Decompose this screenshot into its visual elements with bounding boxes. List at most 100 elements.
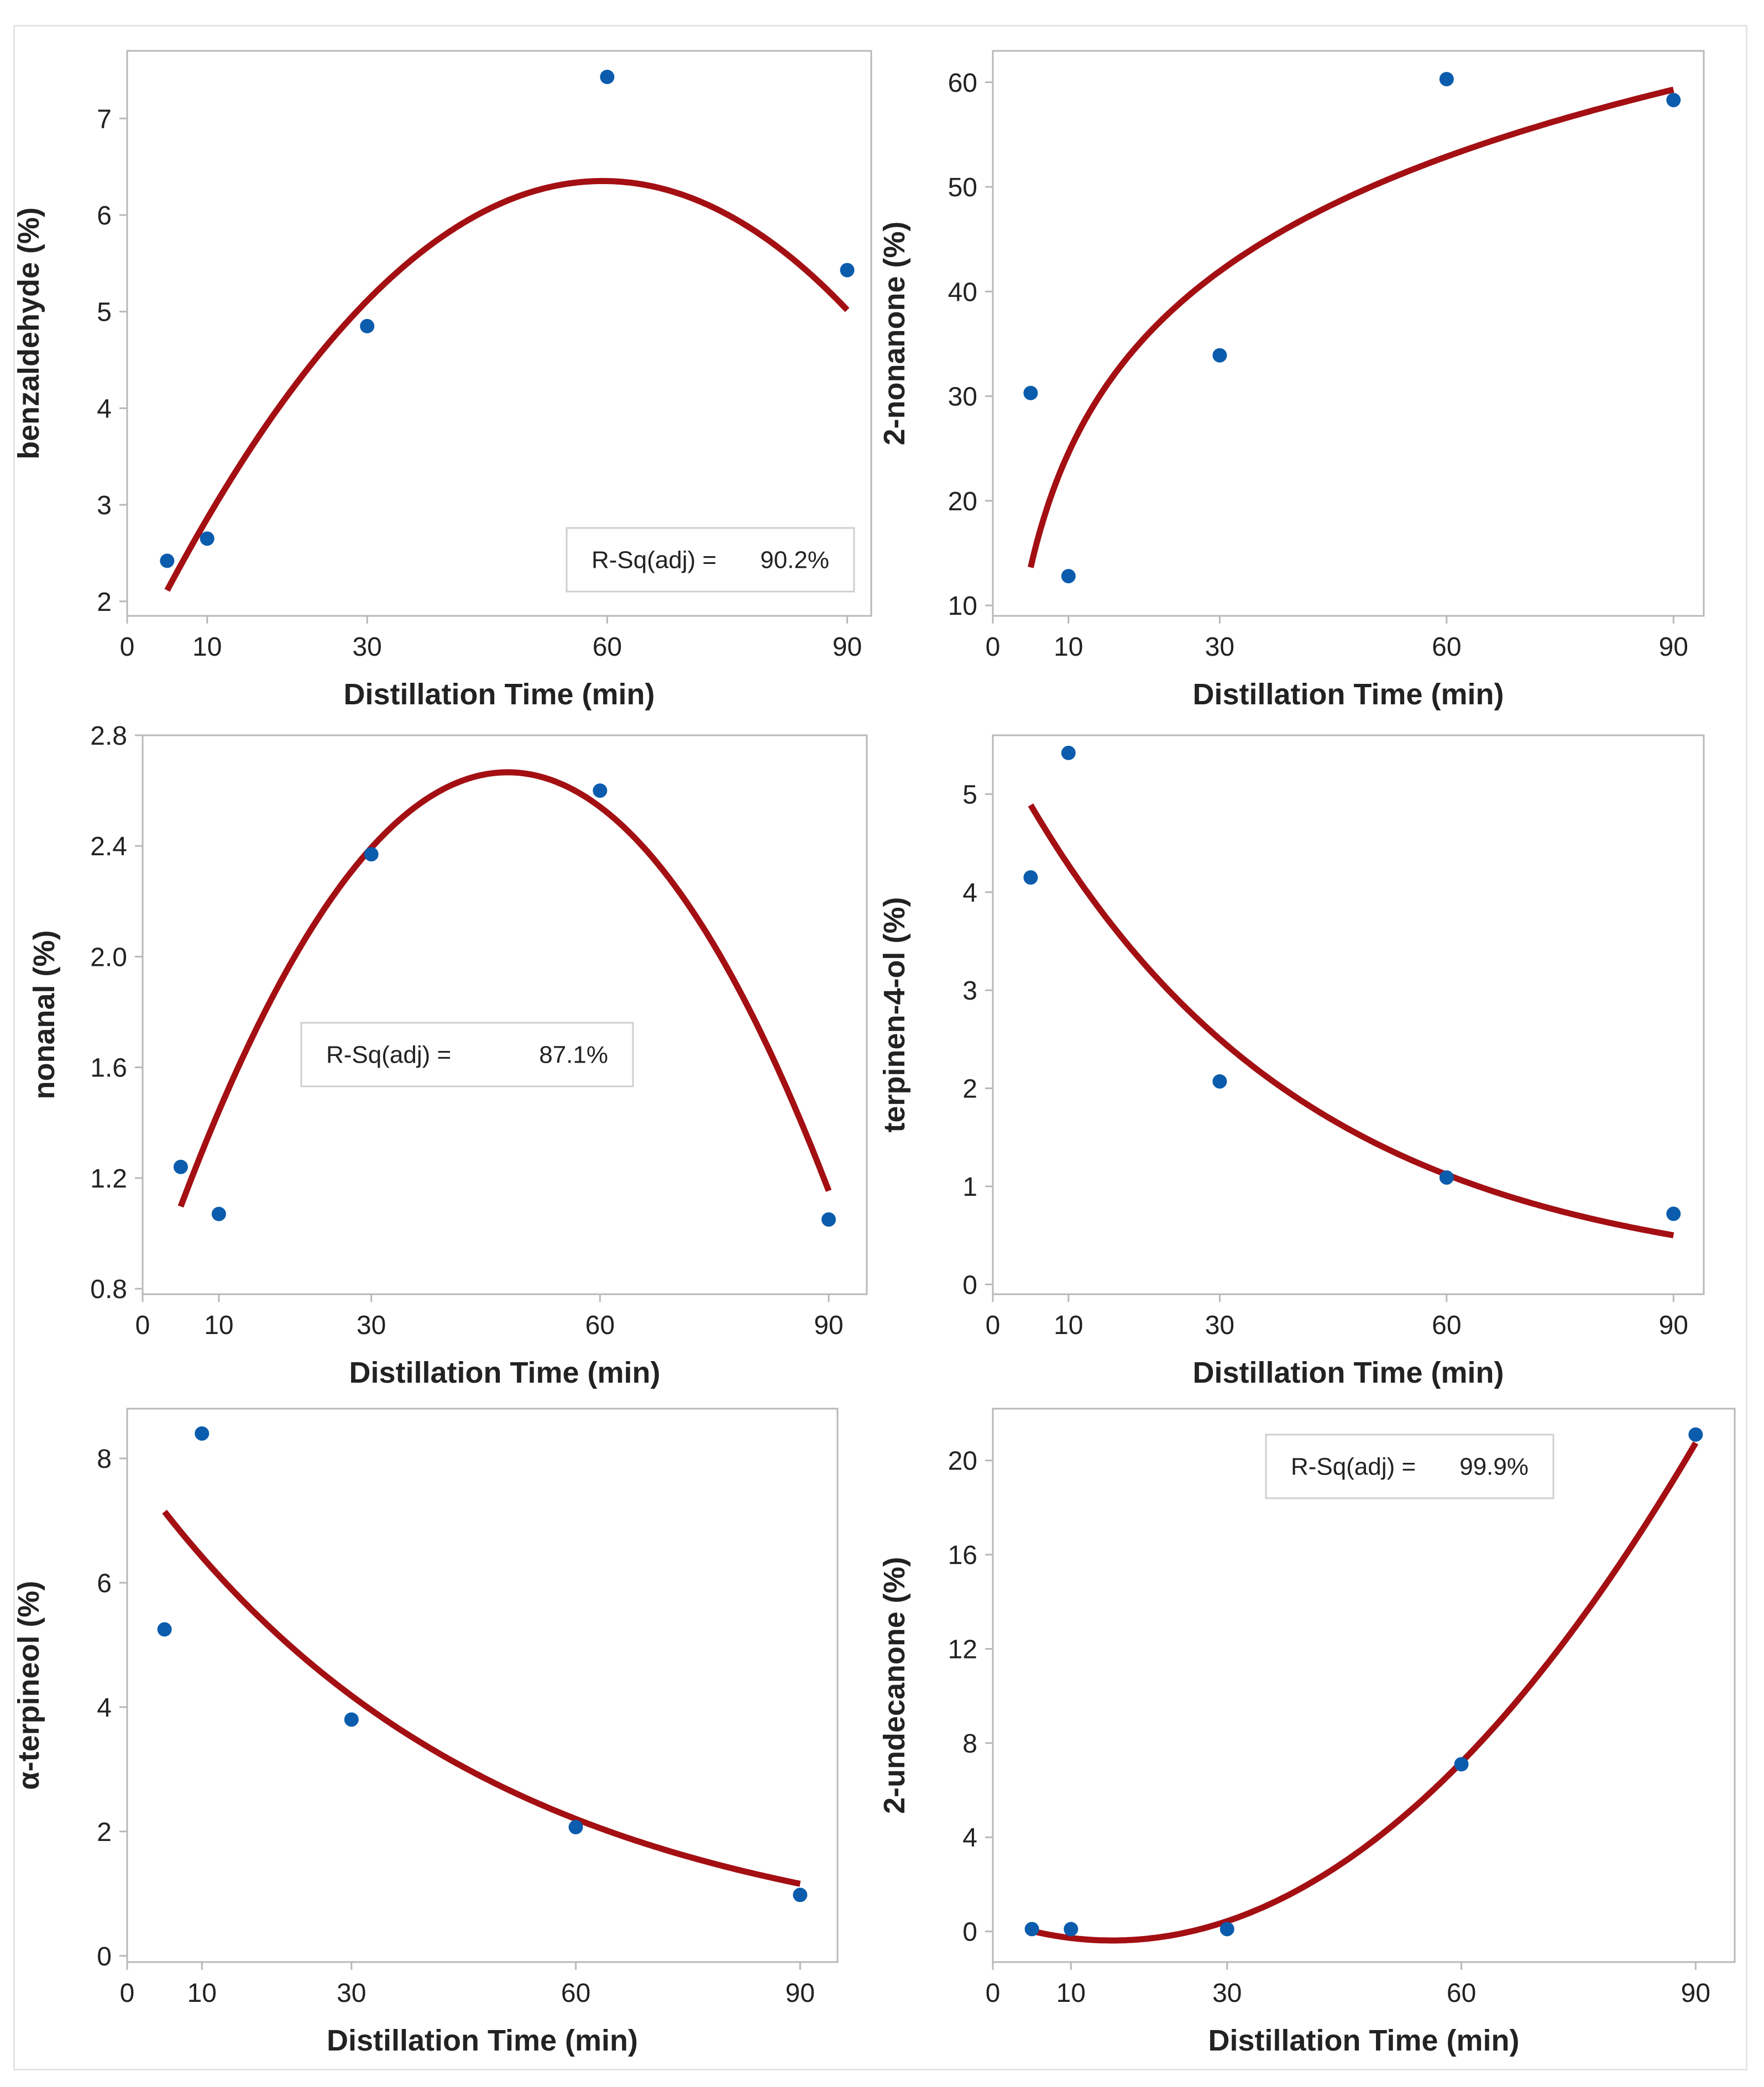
y-tick-label: 10	[948, 592, 977, 621]
y-tick-label: 0	[962, 1918, 977, 1947]
y-tick-label: 1	[962, 1173, 977, 1202]
data-point	[1212, 1074, 1227, 1089]
x-tick-label: 30	[357, 1311, 386, 1340]
rsq-label: R-Sq(adj) =	[1291, 1453, 1416, 1481]
x-axis-title: Distillation Time (min)	[349, 1356, 660, 1389]
fit-line	[1028, 86, 1674, 568]
x-tick-label: 0	[120, 1979, 135, 2008]
x-tick-label: 30	[1212, 1979, 1242, 2008]
y-tick-label: 1.2	[90, 1164, 127, 1194]
plot-area	[126, 1408, 839, 1963]
data-point	[1212, 348, 1227, 363]
x-tick-label: 60	[585, 1311, 615, 1340]
data-point	[344, 1712, 359, 1727]
rsq-label: R-Sq(adj) =	[326, 1042, 451, 1069]
plot-area	[992, 50, 1705, 617]
rsq-box	[566, 527, 855, 593]
x-tick-label: 90	[1681, 1979, 1710, 2008]
data-point	[1219, 1922, 1234, 1937]
data-point	[1024, 1922, 1039, 1937]
y-tick-label: 2.4	[90, 832, 127, 861]
fit-line	[1031, 1441, 1699, 1944]
y-tick-label: 8	[962, 1729, 977, 1759]
plot-area	[126, 50, 872, 617]
chart-panel-2: 0 10 30 60 90 10 20 30 40 50 60 Distillation Time (…	[878, 50, 1705, 711]
fit-line	[177, 769, 832, 1208]
y-tick-label: 50	[948, 173, 977, 202]
data-point	[195, 1426, 210, 1441]
figure-frame	[13, 25, 1747, 2070]
y-tick-label: 1.6	[90, 1054, 127, 1083]
data-point	[600, 70, 615, 85]
fit-line	[164, 177, 850, 592]
x-tick-label: 0	[986, 1979, 1001, 2008]
x-tick-label: 30	[352, 632, 381, 662]
y-tick-label: 3	[97, 491, 112, 520]
x-axis-title: Distillation Time (min)	[327, 2024, 638, 2057]
x-tick-label: 60	[1432, 1311, 1461, 1340]
y-tick-label: 2	[962, 1075, 977, 1104]
y-axis-title: 2-nonanone (%)	[878, 222, 911, 446]
data-point	[1439, 1170, 1454, 1185]
data-point	[1061, 569, 1076, 584]
y-tick-label: 4	[962, 878, 977, 908]
y-tick-label: 2.8	[90, 721, 127, 751]
y-axis-title: nonanal (%)	[28, 930, 61, 1100]
y-tick-label: 4	[97, 394, 112, 423]
y-tick-label: 0	[962, 1270, 977, 1300]
rsq-value: 87.1%	[539, 1042, 608, 1069]
y-tick-label: 6	[97, 201, 112, 231]
x-tick-label: 10	[204, 1311, 233, 1340]
data-point	[840, 263, 855, 278]
y-tick-label: 0	[97, 1942, 112, 1971]
x-tick-label: 0	[120, 632, 135, 662]
x-axis-title: Distillation Time (min)	[1192, 1356, 1504, 1389]
data-point	[173, 1159, 188, 1174]
x-tick-label: 10	[187, 1979, 217, 2008]
x-tick-label: 10	[1056, 1979, 1086, 2008]
y-tick-label: 0.8	[90, 1275, 127, 1304]
chart-panel-6: 0 10 30 60 90 0 4 8 12 16 20 Distillation Time (min…	[878, 1408, 1736, 2057]
y-axis-title: benzaldehyde (%)	[12, 207, 45, 459]
rsq-value: 99.9%	[1459, 1453, 1529, 1481]
x-axis-title: Distillation Time (min)	[1208, 2024, 1519, 2057]
y-tick-label: 6	[97, 1569, 112, 1598]
x-axis-title: Distillation Time (min)	[343, 678, 655, 711]
y-tick-label: 5	[97, 298, 112, 327]
data-point	[1666, 1206, 1681, 1221]
x-tick-label: 90	[833, 632, 862, 662]
y-tick-label: 12	[948, 1635, 977, 1664]
x-tick-label: 90	[814, 1311, 843, 1340]
plot-area	[142, 734, 868, 1295]
chart-panel-3: 0 10 30 60 90 0.8 1.2 1.6 2.0 2.4 2.8 Distillation …	[28, 721, 868, 1389]
y-axis-title: terpinen-4-ol (%)	[878, 897, 911, 1133]
data-point	[821, 1212, 836, 1227]
x-tick-label: 10	[1054, 632, 1083, 662]
data-point	[157, 1622, 172, 1637]
data-point	[793, 1887, 808, 1902]
y-tick-label: 20	[948, 1447, 977, 1476]
x-tick-label: 60	[593, 632, 622, 662]
y-tick-label: 30	[948, 383, 977, 412]
x-tick-label: 60	[1447, 1979, 1476, 2008]
y-tick-label: 60	[948, 69, 977, 98]
rsq-box	[300, 1022, 634, 1087]
y-tick-label: 4	[97, 1693, 112, 1723]
y-tick-label: 4	[962, 1823, 977, 1853]
data-point	[1061, 745, 1076, 760]
x-tick-label: 30	[1205, 632, 1234, 662]
x-tick-label: 30	[1205, 1311, 1234, 1340]
x-tick-label: 10	[1054, 1311, 1083, 1340]
plot-area	[992, 734, 1705, 1295]
y-tick-label: 5	[962, 780, 977, 809]
y-tick-label: 2	[97, 588, 112, 617]
data-point	[1064, 1922, 1079, 1937]
data-point	[200, 531, 214, 546]
data-point	[211, 1206, 226, 1221]
data-point	[1454, 1757, 1469, 1772]
x-tick-label: 0	[135, 1311, 150, 1340]
rsq-label: R-Sq(adj) =	[592, 547, 716, 574]
data-point	[568, 1819, 583, 1834]
plot-area	[992, 1408, 1736, 1963]
x-tick-label: 90	[1659, 632, 1688, 662]
